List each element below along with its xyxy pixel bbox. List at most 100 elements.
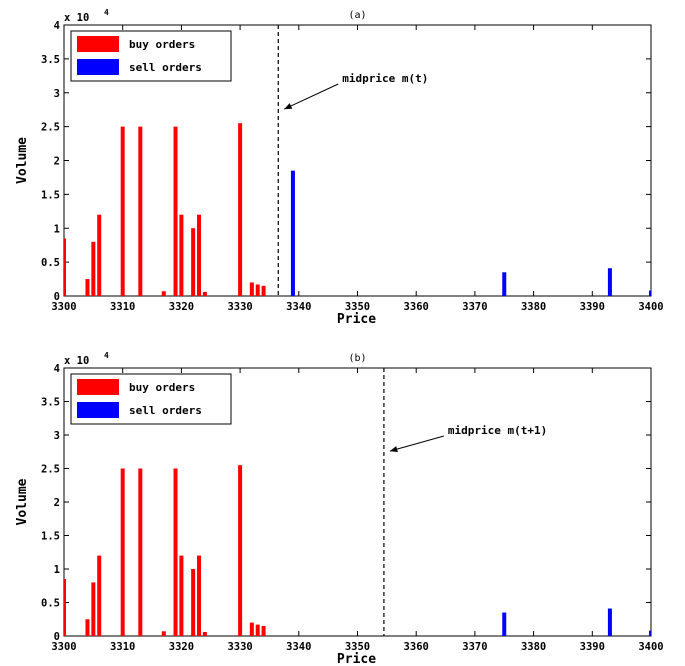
buy-order-bar [173,126,178,296]
x-tick-label: 3350 [345,641,370,653]
x-tick-label: 3390 [580,301,605,313]
x-tick-label: 3340 [286,301,311,313]
x-tick-label: 3330 [227,641,252,653]
x-tick-label: 3380 [521,641,546,653]
chart-panel-a: (a) 0 0.5 1 1.5 2 2.5 3 3.5 4 3300 3310 3320 3330 3340… [15,8,664,327]
x-tick-label: 3350 [345,301,370,313]
y-axis-label: Volume [15,137,30,184]
y-axis-label: Volume [15,478,30,525]
sell-order-bar [649,290,651,296]
buy-order-bar [173,468,178,636]
buy-order-bar [85,279,90,296]
sell-order-bar [290,170,295,296]
buy-order-bar [202,291,207,296]
buy-order-bar [138,126,143,296]
midprice-label: midprice m(t) [342,72,428,85]
buy-order-bar [120,468,125,636]
buy-order-bar [161,291,166,296]
buy-order-bar [249,622,254,636]
legend-sell-label: sell orders [129,61,202,74]
x-tick-label: 3400 [638,641,663,653]
y-tick-label: 3 [54,88,60,100]
buy-order-bar [202,631,207,636]
y-tick-label: 3.5 [41,54,60,66]
buy-order-bar [249,282,254,296]
x-tick-label: 3360 [404,641,429,653]
x-tick-label: 3360 [404,301,429,313]
buy-order-bar [255,284,260,296]
buy-order-bar [161,631,166,636]
x-tick-label: 3370 [462,301,487,313]
y-tick-label: 2.5 [41,122,60,134]
legend-buy-swatch [77,379,119,395]
y-tick-label: 1.5 [41,531,60,543]
chart-panel-b: (b) 0 0.5 1 1.5 2 2.5 3 3.5 4 3300 3310 3320 3330 3340… [15,351,664,666]
x-tick-label: 3300 [51,641,76,653]
legend-buy-label: buy orders [129,38,195,51]
legend-sell-swatch [77,402,119,418]
y-exponent-label: x 10 [64,355,89,367]
buy-order-bar [91,582,96,636]
x-tick-label: 3320 [169,301,194,313]
buy-order-bar [238,123,243,296]
buy-order-bar [261,285,266,296]
buy-order-bar [261,625,266,636]
buy-order-bar [191,228,196,296]
x-tick-label: 3310 [110,641,135,653]
y-exponent-power: 4 [104,351,109,360]
y-tick-label: 0.5 [41,257,60,269]
sell-order-bar [649,630,651,636]
legend-sell-swatch [77,59,119,75]
y-tick-label: 4 [54,363,60,375]
x-tick-label: 3390 [580,641,605,653]
x-tick-label: 3380 [521,301,546,313]
midprice-arrowhead [284,103,293,110]
legend: buy orders sell orders [70,30,232,82]
buy-order-bar [91,241,96,296]
buy-order-bar [191,569,196,636]
sell-order-bar [607,608,612,636]
x-tick-label: 3340 [286,641,311,653]
buy-order-bar [179,214,184,296]
y-exponent-label: x 10 [64,12,89,24]
x-axis-label: Price [337,312,376,327]
midprice-arrowhead [389,446,398,453]
legend: buy orders sell orders [70,373,232,425]
y-tick-label: 0 [54,631,60,643]
buy-order-bar [138,468,143,636]
sell-order-bar [502,272,507,296]
legend-buy-label: buy orders [129,381,195,394]
buy-order-bar [64,579,66,636]
midprice-label: midprice m(t+1) [448,424,547,437]
legend-sell-label: sell orders [129,404,202,417]
x-axis-label: Price [337,652,376,666]
y-tick-label: 1 [54,564,60,576]
y-exponent-power: 4 [104,8,109,17]
chart-title: (a) [348,10,366,21]
midprice-arrow [389,435,445,452]
x-tick-label: 3320 [169,641,194,653]
buy-order-bar [97,555,102,636]
x-tick-label: 3400 [638,301,663,313]
sell-order-bar [607,268,612,296]
buy-order-bar [197,214,202,296]
buy-order-bar [120,126,125,296]
buy-order-bar [64,238,66,296]
y-tick-label: 0.5 [41,598,60,610]
buy-order-bar [179,555,184,636]
y-tick-label: 2 [54,497,60,509]
x-tick-label: 3330 [227,301,252,313]
y-tick-label: 1 [54,223,60,235]
x-tick-label: 3300 [51,301,76,313]
buy-order-bar [85,619,90,636]
midprice-arrow [284,83,339,110]
chart-title: (b) [348,353,366,364]
y-tick-label: 0 [54,291,60,303]
x-tick-label: 3310 [110,301,135,313]
legend-buy-swatch [77,36,119,52]
y-tick-label: 1.5 [41,189,60,201]
y-tick-label: 4 [54,20,60,32]
sell-order-bar [502,612,507,636]
y-tick-label: 2 [54,156,60,168]
